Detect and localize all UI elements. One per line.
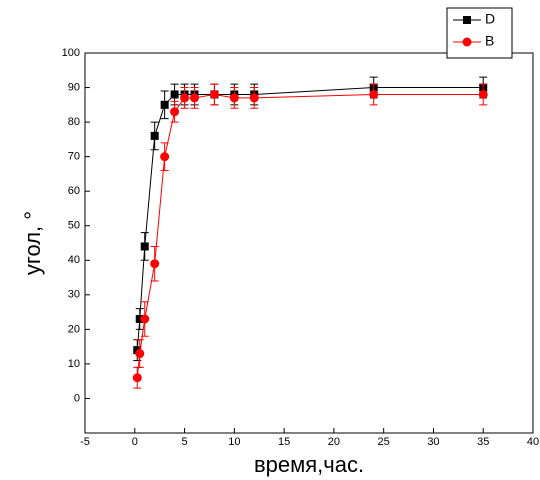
data-point [160,100,169,109]
x-tick-label: 0 [132,436,138,448]
x-tick-label: -5 [80,436,90,448]
x-tick-label: 10 [228,436,240,448]
y-tick-label: 70 [68,151,80,163]
legend-label: D [485,11,495,27]
data-point [369,89,379,99]
x-tick-label: 15 [278,436,290,448]
data-point [150,259,160,269]
legend-marker [462,37,472,47]
data-point [140,242,149,251]
data-point [135,349,145,359]
data-point [170,90,179,99]
legend-marker [463,16,471,24]
x-axis-label: время,час. [254,452,364,477]
data-point [170,107,180,117]
y-tick-label: 60 [68,185,80,197]
data-point [249,93,259,103]
plot-frame [84,52,534,434]
y-tick-label: 30 [68,289,80,301]
data-point [150,131,159,140]
y-tick-label: 80 [68,116,80,128]
data-point [229,93,239,103]
legend-box [446,7,513,59]
data-point [209,89,219,99]
y-tick-label: 0 [74,392,80,404]
series-line [136,93,484,378]
data-point [135,315,144,323]
y-tick-label: 90 [68,81,80,93]
x-tick-label: 35 [477,436,489,448]
x-tick-label: 25 [378,436,390,448]
data-point [478,89,488,99]
data-point [180,93,190,103]
y-tick-label: 10 [68,358,80,370]
data-point [140,314,150,324]
data-point [132,373,142,383]
series-line [136,87,484,351]
data-point [190,93,200,103]
x-tick-label: 30 [427,436,439,448]
x-tick-label: 20 [328,436,340,448]
data-point [160,152,170,162]
y-axis-label: угол, ° [20,211,45,275]
legend-label: B [485,33,494,49]
y-tick-label: 50 [68,220,80,232]
x-tick-label: 5 [181,436,187,448]
x-tick-label: 40 [527,436,539,448]
y-tick-label: 40 [68,254,80,266]
y-tick-label: 100 [62,47,80,59]
y-tick-label: 20 [68,323,80,335]
